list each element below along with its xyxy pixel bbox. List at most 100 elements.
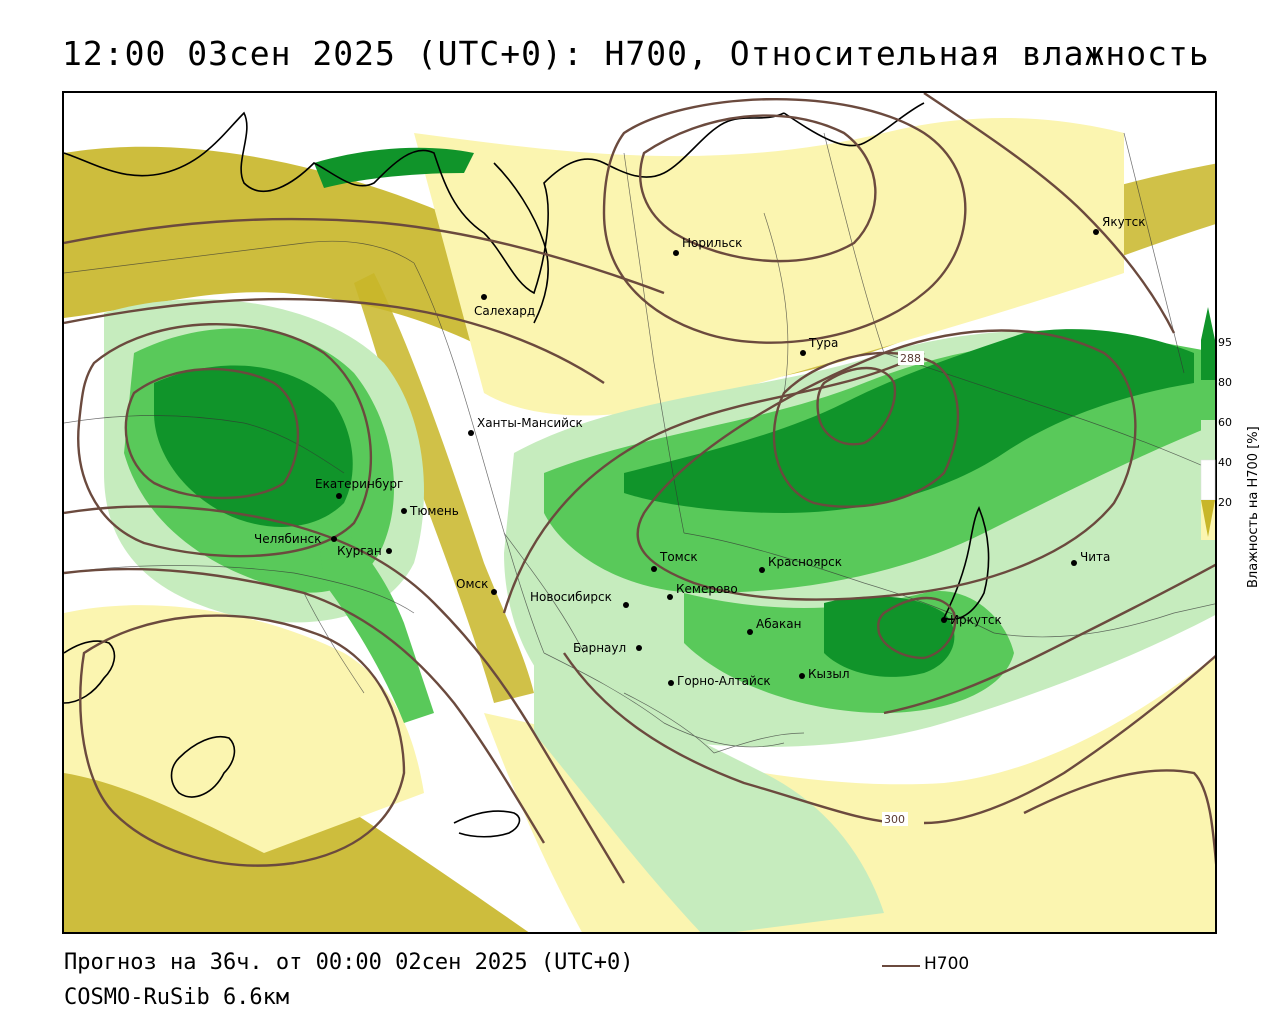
coastlines — [64, 102, 990, 838]
region-border-15 — [303, 592, 365, 694]
region-border-2 — [64, 415, 345, 474]
contour-ural-low-inner — [124, 367, 300, 500]
city-label: Норильск — [682, 236, 742, 250]
city-dot — [401, 508, 407, 514]
dry-area-northwest — [64, 146, 584, 393]
humidity-fields — [64, 118, 1215, 932]
legend-arrow-bottom — [1201, 500, 1215, 537]
contour-east-2 — [923, 654, 1215, 825]
region-border-8 — [823, 132, 885, 354]
contour-southwest-ridge — [79, 614, 406, 867]
black-sea-coast — [64, 640, 116, 704]
map-title: 12:00 03сен 2025 (UTC+0): H700, Относите… — [62, 34, 1210, 73]
city-label: Абакан — [756, 617, 801, 631]
legend-tick-20: 20 — [1218, 496, 1232, 509]
region-border-10 — [993, 603, 1215, 638]
legend-tick-60: 60 — [1218, 416, 1232, 429]
city-label: Екатеринбург — [315, 477, 403, 491]
legend-tick-80: 80 — [1218, 376, 1232, 389]
contour-siberia-low-inner — [816, 366, 897, 446]
caspian-sea — [170, 736, 236, 798]
city-dot — [673, 250, 679, 256]
arctic-coastline — [64, 111, 785, 295]
city-dot — [651, 566, 657, 572]
city-label: Омск — [456, 577, 488, 591]
city-markers: Норильск Якутск Салехард Тура Ханты-Мансийск… — [254, 215, 1146, 688]
wet-area-ob-valley — [314, 503, 434, 723]
region-border-9 — [883, 352, 1215, 472]
saturated-area-ural — [154, 365, 353, 527]
city-label: Горно-Алтайск — [677, 674, 771, 688]
legend-tick-40: 40 — [1218, 456, 1232, 469]
city-dot — [800, 350, 806, 356]
map-panel: 288 300 Норильск Якутск Салехард Тура Ханты-… — [62, 91, 1217, 934]
balkhash-lake — [453, 810, 521, 838]
contour-key-label: H700 — [924, 954, 970, 974]
contour-north-2 — [64, 297, 605, 384]
region-border-12 — [503, 532, 585, 654]
legend-band-wet — [1201, 380, 1215, 420]
city-label: Салехард — [474, 304, 535, 318]
contour-label-300-bg — [882, 812, 908, 826]
model-name: COSMO-RuSib 6.6км — [64, 985, 290, 1010]
saturated-area-yenisei — [624, 329, 1194, 513]
contour-label-288-bg — [898, 351, 924, 365]
saturated-area-arctic — [314, 147, 474, 188]
region-border-6 — [623, 152, 685, 534]
contour-east-3 — [1023, 769, 1215, 865]
contour-north-high — [639, 114, 877, 263]
light-dry-area-west — [64, 605, 424, 853]
region-border-3 — [64, 565, 415, 614]
city-dot — [1071, 560, 1077, 566]
city-dot — [941, 617, 947, 623]
city-dot — [331, 536, 337, 542]
city-label: Тюмень — [409, 504, 459, 518]
city-label: Якутск — [1102, 215, 1146, 229]
city-dot — [1093, 229, 1099, 235]
city-label: Новосибирск — [530, 590, 612, 604]
city-label: Ханты-Мансийск — [477, 416, 583, 430]
region-border-11 — [623, 692, 805, 754]
yamal-peninsula — [493, 162, 549, 324]
city-label: Кемерово — [676, 582, 738, 596]
legend-band-moist — [1201, 420, 1215, 460]
city-dot — [667, 594, 673, 600]
city-label: Курган — [337, 544, 382, 558]
contour-north-1 — [64, 217, 665, 295]
city-dot — [799, 673, 805, 679]
legend-colorbar: 95 80 60 40 20 — [1200, 307, 1232, 540]
dry-area-central-band — [354, 273, 534, 703]
city-label: Иркутск — [950, 613, 1002, 627]
humidity-map: 288 300 Норильск Якутск Салехард Тура Ханты-… — [64, 93, 1215, 932]
contour-label-288: 288 — [900, 352, 921, 365]
contour-east-1 — [883, 563, 1215, 715]
contour-key: H700 — [882, 954, 1002, 976]
taymyr-coast — [783, 102, 925, 147]
light-dry-area-north — [414, 118, 1124, 416]
city-label: Чита — [1080, 550, 1110, 564]
legend-tick-95: 95 — [1218, 336, 1232, 349]
contour-west-1 — [64, 505, 626, 884]
legend-band-saturated — [1201, 340, 1215, 380]
legend-title-wrap: Влажность на H700 [%] — [1238, 352, 1268, 592]
city-label: Красноярск — [768, 555, 842, 569]
city-dot — [668, 680, 674, 686]
city-label: Барнаул — [573, 641, 626, 655]
contour-irkutsk-loop — [877, 596, 957, 660]
city-dot — [747, 629, 753, 635]
contour-siberia-low-outer — [636, 329, 1137, 601]
legend-title: Влажность на H700 [%] — [1246, 426, 1261, 588]
city-label: Томск — [659, 550, 698, 564]
city-dot — [481, 294, 487, 300]
contour-labels: 288 300 — [882, 351, 924, 826]
contour-central-2 — [563, 652, 905, 825]
forecast-info: Прогноз на 36ч. от 00:00 02сен 2025 (UTC… — [64, 950, 634, 975]
legend-arrow-top — [1201, 307, 1215, 340]
city-dot — [491, 589, 497, 595]
humidity-legend: 95 80 60 40 20 — [1198, 305, 1268, 595]
moist-area-south — [534, 653, 884, 932]
city-dot — [623, 602, 629, 608]
city-dot — [336, 493, 342, 499]
region-border-1 — [64, 240, 415, 274]
region-border-5 — [543, 652, 785, 748]
